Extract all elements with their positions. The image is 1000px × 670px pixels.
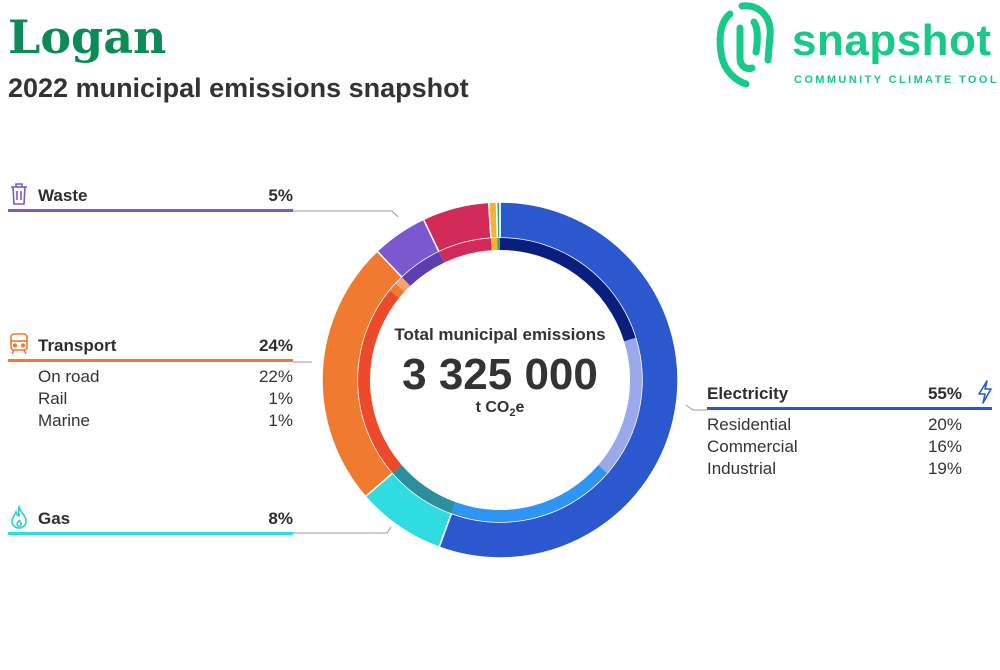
legend-waste: Waste 5% xyxy=(8,182,293,212)
total-label: Total municipal emissions xyxy=(394,325,606,344)
subcategory-label: Residential xyxy=(707,415,792,434)
subcategory-percent: 20% xyxy=(927,415,962,434)
train-icon xyxy=(10,333,28,355)
inner-slice-industrial xyxy=(451,465,608,522)
legend-transport-percent: 24% xyxy=(258,336,293,355)
inner-slice-rail xyxy=(389,283,405,299)
flame-icon xyxy=(11,505,27,529)
subcategory-label: Marine xyxy=(38,411,90,430)
inner-slice-on-road xyxy=(358,290,402,473)
gas-leader-line xyxy=(293,526,392,534)
unit-subscript: 2 xyxy=(509,407,516,420)
legend-transport: Transport 24% On road 22% Rail 1% Marine… xyxy=(8,332,293,432)
inner-slice-residential xyxy=(500,238,636,342)
legend-electricity: Electricity 55% Residential 20% Commerci… xyxy=(707,380,992,480)
inner-slice-marine xyxy=(395,277,411,292)
electricity-leader-line xyxy=(685,404,707,411)
subcategory-label: Commercial xyxy=(707,437,798,456)
legend-subcategory-row: Rail 1% xyxy=(38,388,293,410)
unit-suffix: e xyxy=(515,399,525,416)
subcategory-label: Rail xyxy=(38,389,68,408)
legend-transport-label: Transport xyxy=(38,336,117,355)
legend-subcategory-row: On road 22% xyxy=(38,366,293,388)
total-value: 3 325 000 xyxy=(402,350,598,399)
legend-subcategory-row: Marine 1% xyxy=(38,410,293,432)
inner-slice-commercial xyxy=(598,337,643,473)
inner-slice-waste xyxy=(402,251,445,286)
fingerprint-logo-icon xyxy=(716,2,774,88)
page-title: Logan xyxy=(8,10,167,64)
waste-leader-line xyxy=(293,210,399,218)
legend-electricity-rule xyxy=(707,407,992,410)
total-emissions-summary: Total municipal emissions 3 325 000 t CO… xyxy=(330,325,670,419)
subcategory-percent: 1% xyxy=(268,389,293,408)
total-unit: t CO2e xyxy=(330,399,670,419)
brand-tagline: COMMUNITY CLIMATE TOOL xyxy=(794,74,999,86)
unit-prefix: t CO xyxy=(475,399,510,416)
outer-slice-other-3 xyxy=(495,201,501,239)
legend-gas-label: Gas xyxy=(38,509,71,528)
inner-slice-other xyxy=(438,238,492,263)
legend-subcategory-row: Residential 20% xyxy=(707,414,962,436)
legend-waste-label: Waste xyxy=(38,186,88,205)
legend-gas-rule xyxy=(8,532,293,535)
inner-slice-other-3 xyxy=(497,238,500,251)
lightning-icon xyxy=(978,380,992,404)
inner-slice-gas xyxy=(392,465,456,514)
legend-subcategory-row: Commercial 16% xyxy=(707,436,962,458)
subcategory-label: On road xyxy=(38,367,100,386)
legend-subcategory-row: Industrial 19% xyxy=(707,458,962,480)
subcategory-percent: 1% xyxy=(268,411,293,430)
trash-icon xyxy=(11,183,27,205)
subcategory-label: Industrial xyxy=(707,459,776,478)
inner-slice-other-2 xyxy=(490,238,498,251)
subcategory-percent: 19% xyxy=(927,459,962,478)
legend-electricity-percent: 55% xyxy=(927,384,962,403)
legend-transport-rule xyxy=(8,359,293,362)
legend-electricity-label: Electricity xyxy=(707,384,789,403)
legend-gas-percent: 8% xyxy=(268,509,293,528)
legend-waste-rule xyxy=(8,209,293,212)
legend-waste-percent: 5% xyxy=(268,186,293,205)
subcategory-percent: 22% xyxy=(258,367,293,386)
snapshot-logo: snapshot COMMUNITY CLIMATE TOOL xyxy=(712,0,1000,92)
legend-gas: Gas 8% xyxy=(8,505,293,535)
page-subtitle: 2022 municipal emissions snapshot xyxy=(8,73,469,103)
brand-name: snapshot xyxy=(792,16,992,65)
subcategory-percent: 16% xyxy=(927,437,962,456)
